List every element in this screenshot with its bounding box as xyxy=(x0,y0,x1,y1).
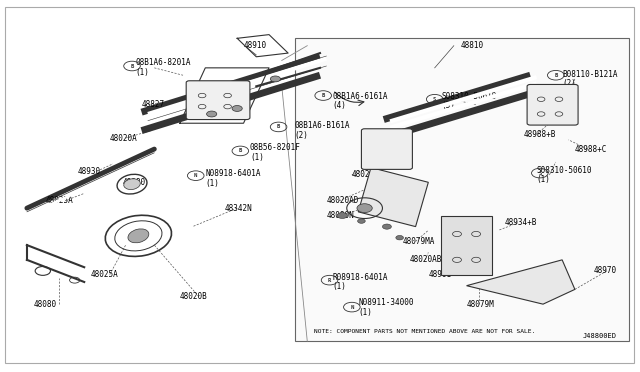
Circle shape xyxy=(357,204,372,212)
Ellipse shape xyxy=(124,179,140,190)
FancyBboxPatch shape xyxy=(362,129,412,169)
Text: 48988+C: 48988+C xyxy=(575,145,607,154)
Text: S: S xyxy=(433,97,436,102)
Text: 48020AB: 48020AB xyxy=(409,255,442,264)
Ellipse shape xyxy=(128,229,149,243)
Circle shape xyxy=(232,106,243,112)
Circle shape xyxy=(270,76,280,82)
Text: N08911-34000
(1): N08911-34000 (1) xyxy=(358,298,413,317)
Text: 48020AD: 48020AD xyxy=(326,196,359,205)
Circle shape xyxy=(396,235,403,240)
Circle shape xyxy=(383,224,392,229)
Text: 48810: 48810 xyxy=(460,41,483,50)
Circle shape xyxy=(337,212,348,218)
Bar xyxy=(294,38,629,341)
Text: B: B xyxy=(239,148,242,153)
Text: 48980: 48980 xyxy=(122,178,145,187)
Text: 48020AC: 48020AC xyxy=(352,170,384,179)
Text: 48025A: 48025A xyxy=(91,270,118,279)
Text: 48934+B: 48934+B xyxy=(505,218,537,227)
Text: R08918-6401A
(1): R08918-6401A (1) xyxy=(333,273,388,291)
Polygon shape xyxy=(358,167,428,227)
FancyBboxPatch shape xyxy=(527,84,578,125)
Circle shape xyxy=(207,111,217,117)
Text: J48800ED: J48800ED xyxy=(582,333,616,339)
Text: S: S xyxy=(538,171,541,176)
Text: 48988+B: 48988+B xyxy=(524,130,556,139)
Text: B08110-B121A
(2): B08110-B121A (2) xyxy=(562,70,618,88)
Text: 08B1A6-6161A
(4): 08B1A6-6161A (4) xyxy=(333,92,388,110)
Text: 48910: 48910 xyxy=(244,41,267,50)
Text: B: B xyxy=(321,93,325,98)
Text: 48970: 48970 xyxy=(594,266,617,275)
Text: S08310-50610
(1): S08310-50610 (1) xyxy=(537,166,592,184)
Text: 48930: 48930 xyxy=(78,167,101,176)
Text: B: B xyxy=(131,64,134,68)
Text: B: B xyxy=(554,73,557,78)
Text: 48079MA: 48079MA xyxy=(403,237,435,246)
Text: 48079M: 48079M xyxy=(467,300,494,309)
Text: 48827: 48827 xyxy=(141,100,164,109)
Text: 48020B: 48020B xyxy=(180,292,207,301)
Text: S08310-5061D
(3): S08310-5061D (3) xyxy=(441,92,497,110)
Polygon shape xyxy=(467,260,575,304)
Text: B: B xyxy=(277,124,280,129)
Text: 08B56-8201F
(1): 08B56-8201F (1) xyxy=(250,144,301,162)
Text: N: N xyxy=(350,305,353,310)
Text: NOTE: COMPONENT PARTS NOT MENTIONED ABOVE ARE NOT FOR SALE.: NOTE: COMPONENT PARTS NOT MENTIONED ABOV… xyxy=(314,329,535,334)
Polygon shape xyxy=(441,215,492,275)
Text: R: R xyxy=(328,278,331,283)
Text: 48342N: 48342N xyxy=(225,203,252,213)
FancyBboxPatch shape xyxy=(186,81,250,119)
Text: 48025A: 48025A xyxy=(46,196,74,205)
Text: N: N xyxy=(194,173,197,178)
Text: 48020A: 48020A xyxy=(109,134,138,142)
Text: N08918-6401A
(1): N08918-6401A (1) xyxy=(205,169,261,188)
Text: 48961: 48961 xyxy=(428,270,451,279)
Text: 08B1A6-8201A
(1): 08B1A6-8201A (1) xyxy=(135,58,191,77)
Text: 48080N: 48080N xyxy=(326,211,354,220)
Circle shape xyxy=(358,219,365,223)
Text: 48080: 48080 xyxy=(33,300,56,309)
Text: 08B1A6-B161A
(2): 08B1A6-B161A (2) xyxy=(294,121,350,140)
